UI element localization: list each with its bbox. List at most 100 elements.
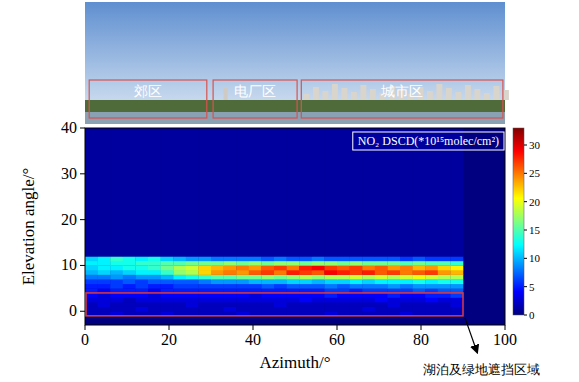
cell	[413, 298, 426, 303]
cell	[123, 261, 136, 266]
cell	[362, 265, 375, 270]
cell	[161, 302, 174, 307]
building	[465, 85, 471, 100]
building	[455, 92, 461, 100]
cell	[274, 284, 287, 289]
cell	[198, 275, 211, 280]
cell	[135, 270, 148, 275]
cell	[173, 307, 186, 312]
cell	[350, 265, 363, 270]
cell	[173, 128, 186, 257]
cell	[173, 256, 186, 261]
region-label: 郊区	[134, 83, 162, 99]
cell	[324, 275, 337, 280]
cell	[211, 261, 224, 266]
cell	[224, 261, 237, 266]
cell	[123, 284, 136, 289]
building	[341, 88, 347, 100]
cell	[85, 275, 98, 280]
region-box	[301, 80, 503, 118]
cell	[224, 265, 237, 270]
cell	[123, 307, 136, 312]
cell	[224, 256, 237, 261]
colorbar	[513, 128, 524, 315]
cell	[211, 270, 224, 275]
cell	[299, 270, 312, 275]
cell	[274, 270, 287, 275]
y-tick	[80, 128, 85, 129]
cell	[161, 270, 174, 275]
cell	[135, 275, 148, 280]
annotation-arrow	[465, 318, 477, 352]
cell	[438, 307, 451, 312]
cell	[261, 298, 274, 303]
cell	[287, 307, 300, 312]
cell	[135, 284, 148, 289]
cell	[161, 307, 174, 312]
cell	[110, 302, 123, 307]
x-tick-label: 40	[245, 331, 261, 348]
colorbar-tick-label: 20	[529, 196, 541, 208]
cell	[387, 302, 400, 307]
y-tick-label: 0	[69, 302, 77, 319]
cell	[375, 261, 388, 266]
y-tick	[80, 311, 85, 312]
cell	[387, 270, 400, 275]
cell	[287, 265, 300, 270]
cell	[249, 298, 262, 303]
y-tick	[80, 219, 85, 220]
cell	[224, 275, 237, 280]
cell	[211, 302, 224, 307]
building	[360, 85, 366, 100]
cell	[337, 298, 350, 303]
cell	[413, 265, 426, 270]
colorbar-tick	[524, 258, 527, 259]
cell	[274, 275, 287, 280]
cell	[438, 261, 451, 266]
y-tick-label: 10	[61, 256, 77, 273]
cell	[287, 128, 300, 257]
cell	[337, 279, 350, 284]
building	[427, 91, 433, 100]
cell	[186, 265, 199, 270]
colorbar-tick-label: 25	[529, 167, 541, 179]
cell	[274, 128, 287, 257]
colorbar-tick	[524, 201, 527, 202]
cell	[425, 261, 438, 266]
cell	[287, 302, 300, 307]
cell	[299, 279, 312, 284]
cell	[450, 302, 463, 307]
cell	[438, 298, 451, 303]
cell	[350, 270, 363, 275]
cell	[261, 256, 274, 261]
cell	[249, 275, 262, 280]
cell	[375, 270, 388, 275]
x-tick	[169, 325, 170, 330]
cell	[425, 298, 438, 303]
cell	[413, 302, 426, 307]
cell	[110, 265, 123, 270]
cell	[173, 275, 186, 280]
cell	[148, 265, 161, 270]
cell	[123, 302, 136, 307]
cells	[85, 128, 463, 316]
cell	[98, 307, 111, 312]
cell	[274, 307, 287, 312]
cell	[198, 279, 211, 284]
cell	[186, 298, 199, 303]
cell	[161, 265, 174, 270]
colorbar-tick-label: 10	[529, 252, 541, 264]
cell	[375, 279, 388, 284]
cell	[236, 279, 249, 284]
cell	[224, 270, 237, 275]
colorbar-tick	[524, 315, 527, 316]
cell	[123, 128, 136, 257]
colorbar-tick	[524, 145, 527, 146]
cell	[274, 265, 287, 270]
cell	[173, 284, 186, 289]
cell	[312, 284, 325, 289]
cell	[161, 261, 174, 266]
cell	[337, 265, 350, 270]
cell	[350, 256, 363, 261]
cell	[274, 298, 287, 303]
